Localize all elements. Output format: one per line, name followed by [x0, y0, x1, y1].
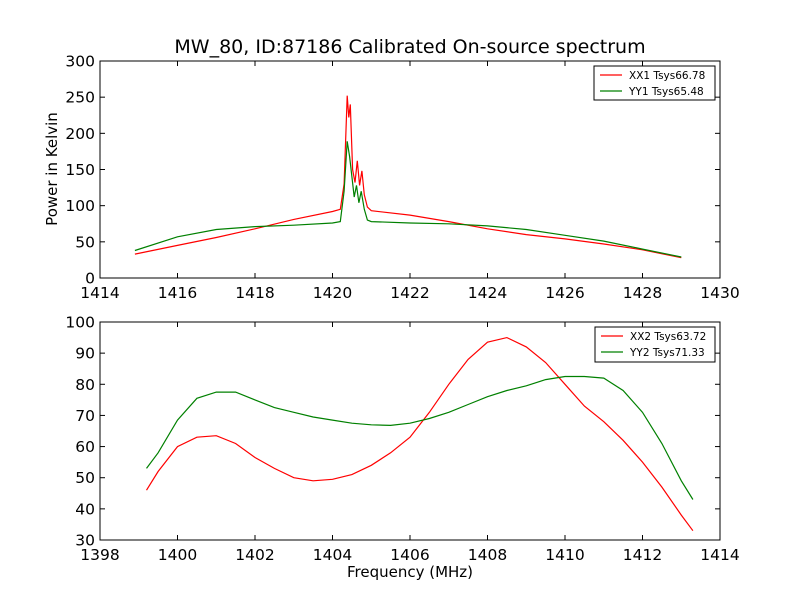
y-tick-label: 70: [75, 407, 95, 425]
x-tick-label: 1398: [80, 546, 119, 564]
x-tick-label: 1420: [313, 284, 352, 302]
x-tick-label: 1410: [545, 546, 584, 564]
y-tick-label: 300: [65, 53, 95, 71]
legend-label: XX1 Tsys66.78: [629, 70, 705, 82]
y-axis-label-top: Power in Kelvin: [43, 112, 61, 226]
x-tick-label: 1414: [700, 546, 739, 564]
y-tick-label: 0: [85, 270, 95, 288]
series-line-yy-panel-1: [146, 375, 694, 500]
x-axis-label-bottom: Frequency (MHz): [347, 563, 473, 581]
x-tick-label: 1400: [158, 546, 197, 564]
y-tick-label: 100: [65, 197, 95, 215]
legend-box: [593, 65, 716, 101]
y-tick-label: 250: [65, 89, 95, 107]
y-tick-label: 60: [75, 438, 95, 456]
bottom-panel: 1398 1400 1402 1404 1406 1408 1410 1412 1414 30 40…: [65, 314, 739, 565]
x-tick-label: 1424: [468, 284, 507, 302]
y-tick-label: 80: [75, 376, 95, 394]
y-tick-label: 200: [65, 125, 95, 143]
x-tick-label: 1422: [390, 284, 429, 302]
legend-label: YY2 Tsys71.33: [629, 347, 705, 359]
legend-label: YY1 Tsys65.48: [628, 86, 704, 98]
x-tick-label: 1428: [623, 284, 662, 302]
y-tick-label: 40: [75, 500, 95, 518]
top-panel: 1414 1416 1418 1420 1422 1424 1426 1428 1430 0 50 1…: [65, 53, 739, 303]
y-tick-label: 90: [75, 345, 95, 363]
chart-title: MW_80, ID:87186 Calibrated On-source spe…: [174, 36, 645, 58]
y-tick-label: 150: [65, 161, 95, 179]
x-tick-label: 1416: [158, 284, 197, 302]
x-tick-label: 1414: [80, 284, 119, 302]
y-tick-label: 30: [75, 532, 95, 550]
legend-label: XX2 Tsys63.72: [630, 331, 706, 343]
x-tick-label: 1408: [468, 546, 507, 564]
y-tick-label: 50: [75, 469, 95, 487]
legend-box: [594, 326, 716, 363]
x-tick-label: 1406: [390, 546, 429, 564]
x-tick-label: 1418: [235, 284, 274, 302]
series-line-yy-panel-0: [134, 141, 682, 258]
y-tick-label: 50: [75, 233, 95, 251]
x-tick-label: 1402: [235, 546, 274, 564]
y-tick-label: 100: [65, 314, 95, 332]
x-tick-label: 1426: [545, 284, 584, 302]
x-tick-label: 1412: [623, 546, 662, 564]
series-line-xx-panel-1: [145, 336, 694, 532]
x-tick-label: 1404: [313, 546, 352, 564]
series-line-xx-panel-0: [134, 95, 682, 259]
x-tick-label: 1430: [700, 284, 739, 302]
